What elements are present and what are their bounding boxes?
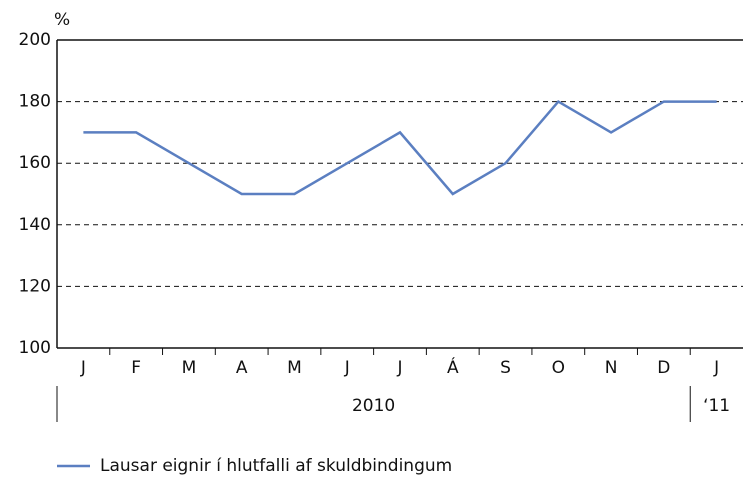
x-tick-label: F [131,358,141,378]
x-tick-label: A [236,358,248,378]
group-label: 2010 [352,396,395,416]
x-tick-label: J [713,358,719,378]
group-label: ‘11 [703,396,730,416]
x-tick-label: M [287,358,302,378]
x-tick-label: J [344,358,350,378]
x-tick-label: Á [447,356,459,378]
y-tick-label: 140 [19,215,51,235]
y-axis-label: % [54,10,70,30]
legend-label: Lausar eignir í hlutfalli af skuldbindin… [100,456,452,476]
y-tick-label: 100 [19,338,51,358]
y-tick-label: 180 [19,92,51,112]
x-tick-label: O [552,358,565,378]
x-tick-label: J [80,358,86,378]
y-tick-label: 160 [19,153,51,173]
y-tick-label: 200 [19,30,51,50]
x-tick-label: J [396,358,402,378]
y-tick-label: 120 [19,276,51,296]
x-tick-label: D [657,358,670,378]
x-tick-label: S [500,358,511,378]
series-line [83,99,717,196]
x-tick-label: M [182,358,197,378]
x-tick-label: N [605,358,618,378]
